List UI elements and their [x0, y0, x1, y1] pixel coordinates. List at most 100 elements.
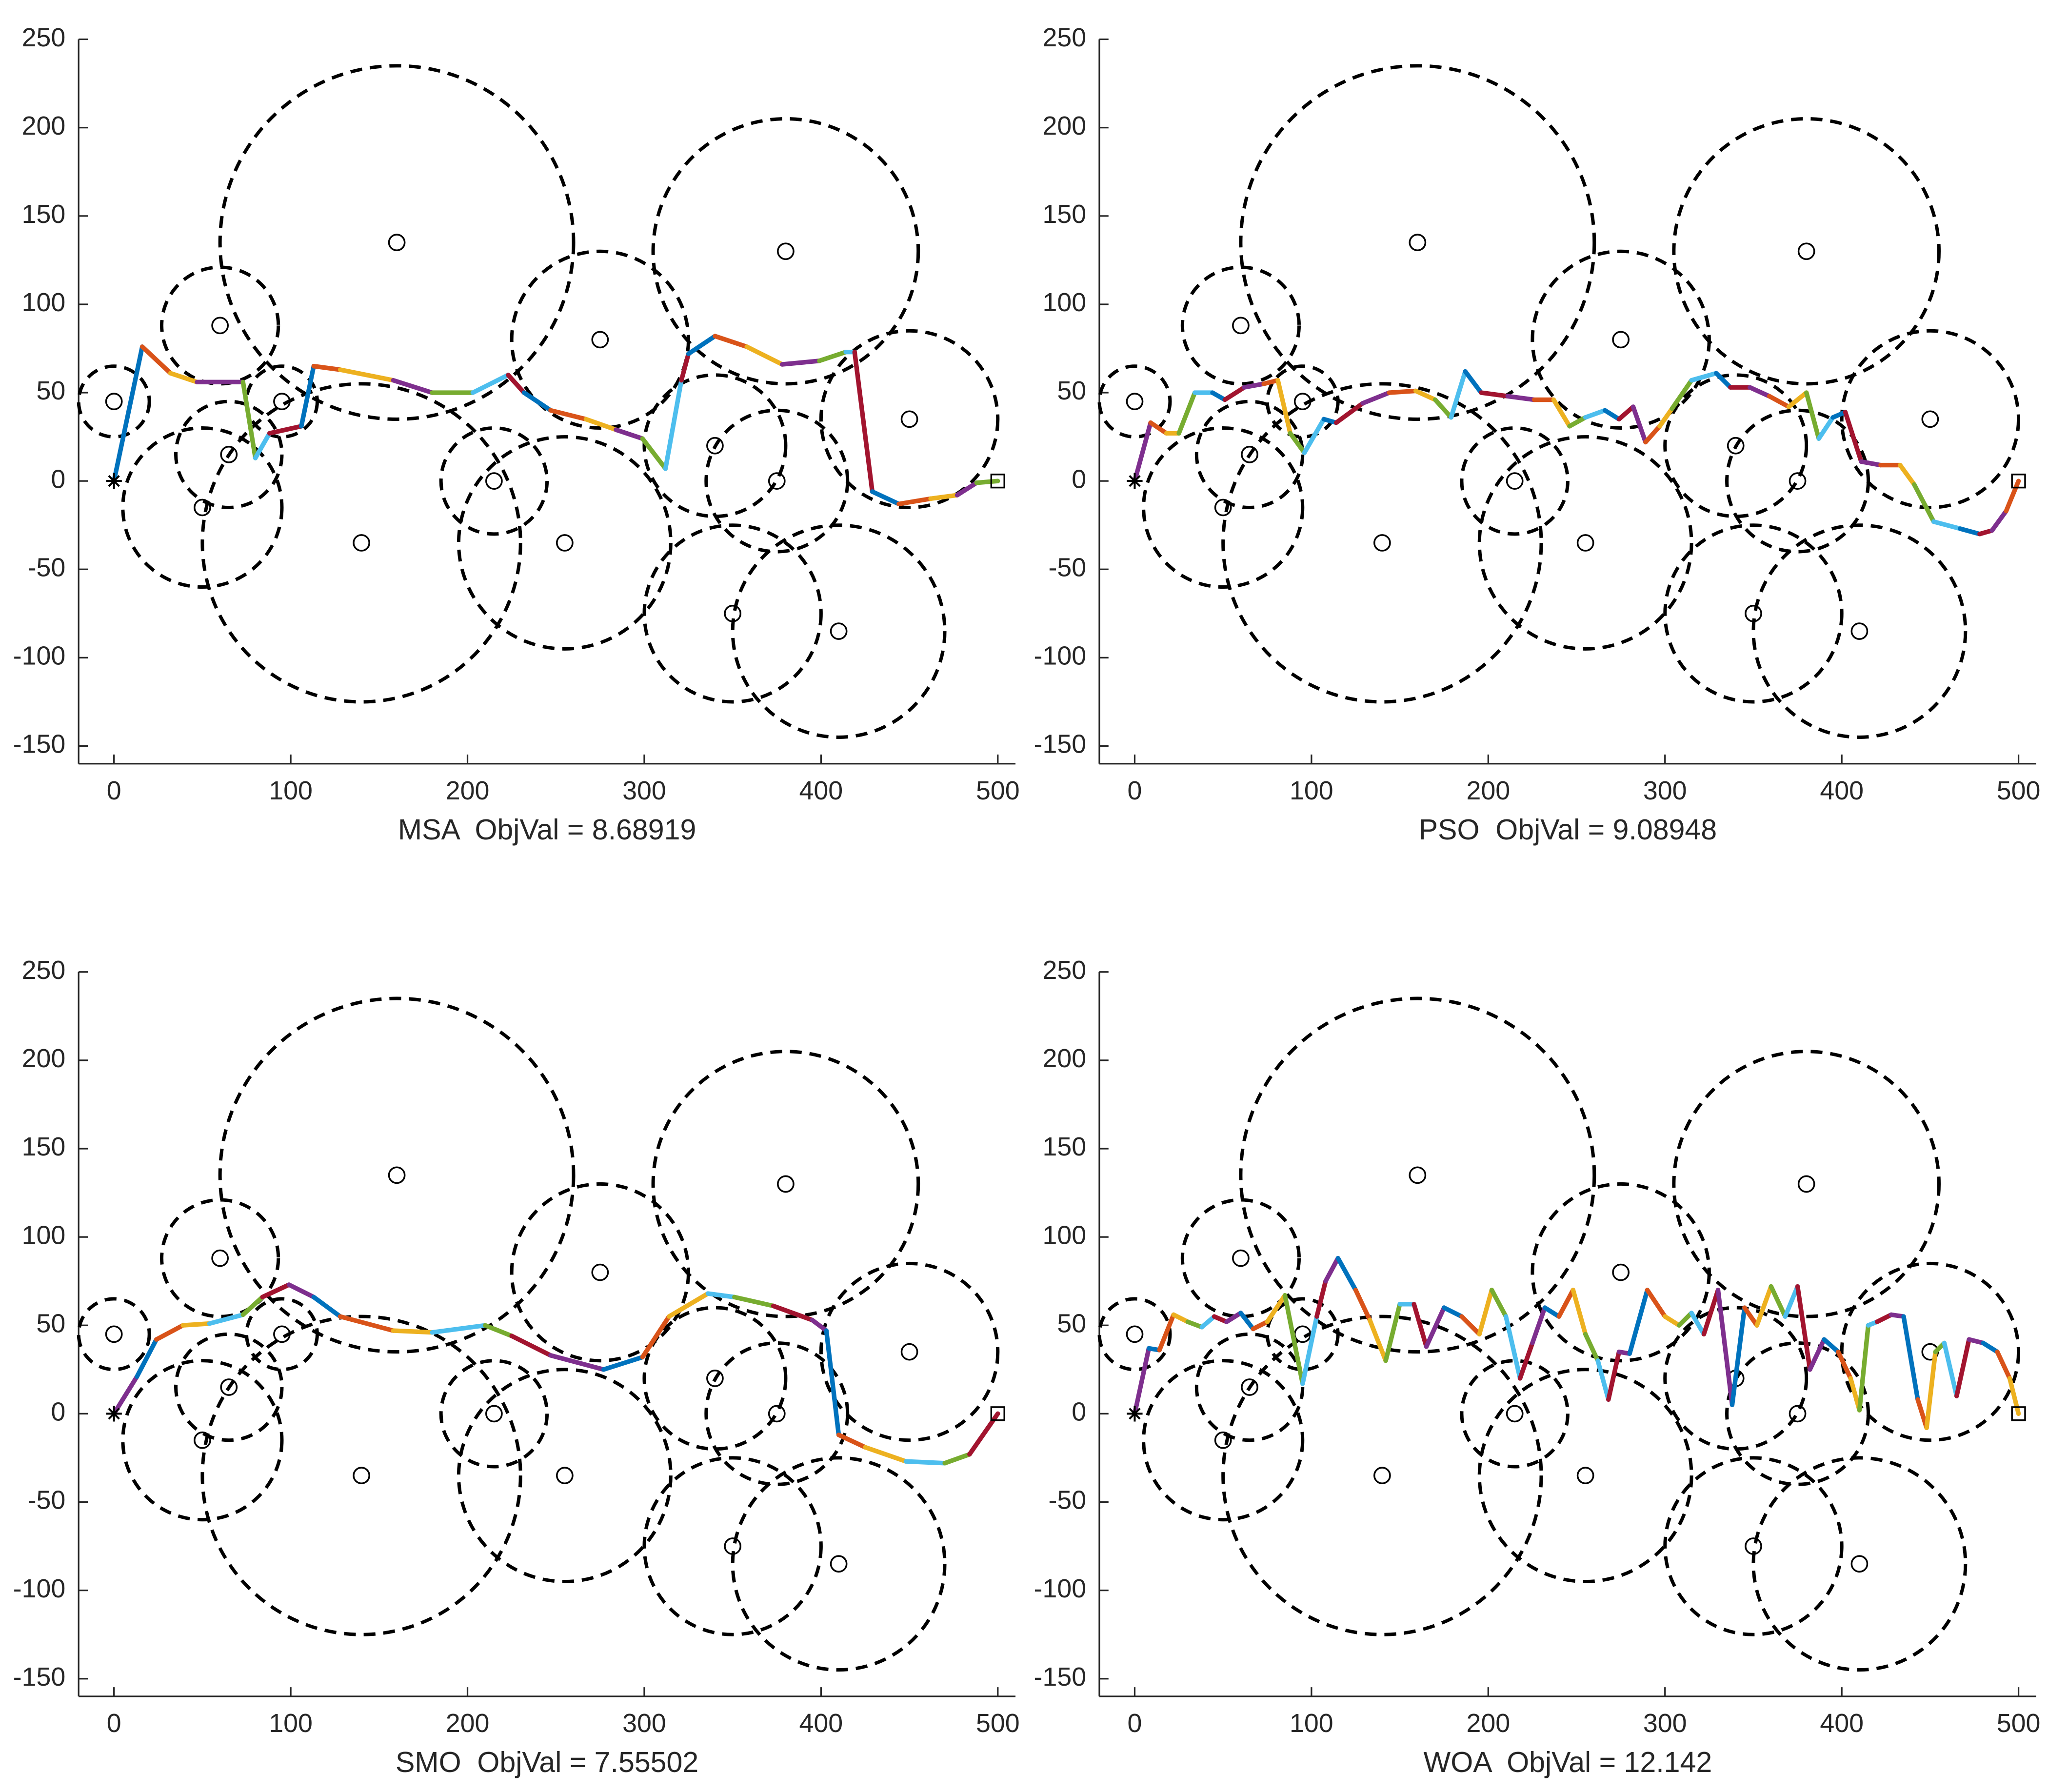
path-segment: [1627, 1288, 1650, 1356]
y-tick-label: 250: [1042, 23, 1086, 52]
obstacle-boundary: [218, 996, 576, 1354]
y-tick-label: -100: [13, 641, 66, 671]
obstacle-center: [1797, 1175, 1815, 1193]
obstacle-boundary: [77, 1297, 151, 1372]
path-segment: [1282, 1293, 1305, 1386]
obstacle-center: [900, 1343, 918, 1361]
y-tick-label: -50: [28, 553, 66, 582]
path-segment: [1583, 1332, 1600, 1363]
obstacle-boundary: [651, 117, 920, 386]
obstacle-center: [1921, 410, 1939, 428]
start-marker: [1127, 473, 1143, 489]
obstacle-center: [1409, 1166, 1427, 1184]
path-segment: [1689, 371, 1719, 383]
path-segment: [111, 344, 145, 483]
obstacle-boundary: [439, 1359, 549, 1469]
x-tick-label: 300: [622, 776, 666, 805]
obstacle-center: [1293, 393, 1312, 411]
path-segment: [154, 1323, 185, 1342]
obstacle-center: [211, 1249, 229, 1267]
obstacle-boundary: [200, 382, 522, 704]
obstacle-center: [556, 1467, 574, 1485]
x-tick-label: 400: [1820, 1709, 1864, 1738]
y-tick-label: 50: [1057, 376, 1086, 405]
obstacle-boundary: [1180, 265, 1301, 386]
obstacle-boundary: [1663, 523, 1844, 704]
y-tick-label: 100: [22, 1220, 66, 1250]
y-tick-label: 150: [1042, 1132, 1086, 1161]
y-tick-label: -150: [13, 1662, 66, 1692]
path-segment: [1571, 1288, 1588, 1337]
obstacle-center: [1232, 1249, 1250, 1267]
obstacle-boundary: [704, 1341, 850, 1486]
obstacle-center: [1850, 1555, 1869, 1573]
obstacle-boundary: [1531, 1182, 1711, 1363]
obstacle-center: [1373, 1467, 1391, 1485]
obstacle-center: [724, 1537, 742, 1555]
x-tick-label: 500: [1997, 776, 2041, 805]
obstacle-center: [1373, 534, 1391, 552]
path-segment: [253, 431, 272, 460]
start-marker: [106, 1406, 122, 1422]
obstacle-boundary: [1751, 1456, 1968, 1672]
obstacle-boundary: [457, 435, 673, 651]
x-tick-label: 200: [1466, 776, 1510, 805]
path-segment: [1898, 462, 1917, 487]
path-segment: [817, 350, 848, 363]
path-segment: [1931, 519, 1963, 531]
path-segment: [903, 1459, 947, 1466]
path-segment: [286, 1282, 316, 1299]
path-segment: [1677, 1311, 1694, 1328]
path-segment: [1300, 1314, 1319, 1386]
y-tick-label: 200: [1042, 111, 1086, 140]
x-tick-label: 0: [107, 1709, 121, 1738]
obstacle-boundary: [1265, 364, 1340, 439]
path-segment: [1517, 1340, 1535, 1381]
y-tick-label: 150: [22, 1132, 66, 1161]
path-segment: [1804, 390, 1821, 441]
obstacle-center: [1576, 1467, 1594, 1485]
path-segment: [713, 334, 749, 349]
path-segment: [1530, 1305, 1547, 1346]
path-segment: [1224, 1311, 1243, 1324]
obstacle-boundary: [642, 1456, 823, 1636]
path-segment: [824, 1328, 841, 1437]
path-segment: [1616, 404, 1636, 422]
path-segment: [1836, 1349, 1853, 1381]
path-segment: [1742, 1305, 1759, 1328]
path-segment: [168, 371, 199, 385]
obstacle-boundary: [1142, 1359, 1305, 1522]
path-segment: [1730, 1305, 1747, 1407]
subplot: -150 -100 -50 0 50 100 150 200 250 0 100 200 300 400 5…: [1034, 956, 2041, 1778]
obstacle-center: [768, 472, 786, 490]
obstacle-boundary: [1840, 1261, 2021, 1442]
obstacle-center: [105, 393, 123, 411]
obstacle-center: [220, 445, 238, 463]
x-tick-label: 500: [1997, 1709, 2041, 1738]
y-tick-label: 0: [51, 464, 65, 494]
y-tick-label: 50: [37, 1309, 66, 1338]
obstacle-center: [1241, 445, 1258, 463]
path-segment: [1816, 415, 1835, 441]
y-tick-label: 250: [22, 956, 66, 985]
obstacle-center: [706, 1370, 724, 1387]
path-segment: [1754, 1284, 1773, 1328]
x-axis-label: WOA ObjVal = 12.142: [1424, 1746, 1712, 1778]
obstacle-center: [273, 1325, 291, 1343]
obstacle-boundary: [1097, 1297, 1172, 1372]
obstacle-center: [485, 1405, 503, 1423]
path-segment: [1901, 1314, 1920, 1402]
path-segment: [1542, 1305, 1561, 1319]
obstacle-center: [1612, 331, 1630, 349]
path-segment: [1176, 390, 1197, 436]
obstacle-boundary: [218, 64, 576, 421]
obstacle-boundary: [1239, 996, 1596, 1354]
path-segment: [1551, 397, 1572, 429]
obstacle-center: [1126, 393, 1144, 411]
obstacle-boundary: [160, 1198, 280, 1318]
obstacle-center: [273, 393, 291, 411]
path-segment: [1657, 406, 1674, 429]
obstacle-boundary: [174, 1332, 284, 1442]
